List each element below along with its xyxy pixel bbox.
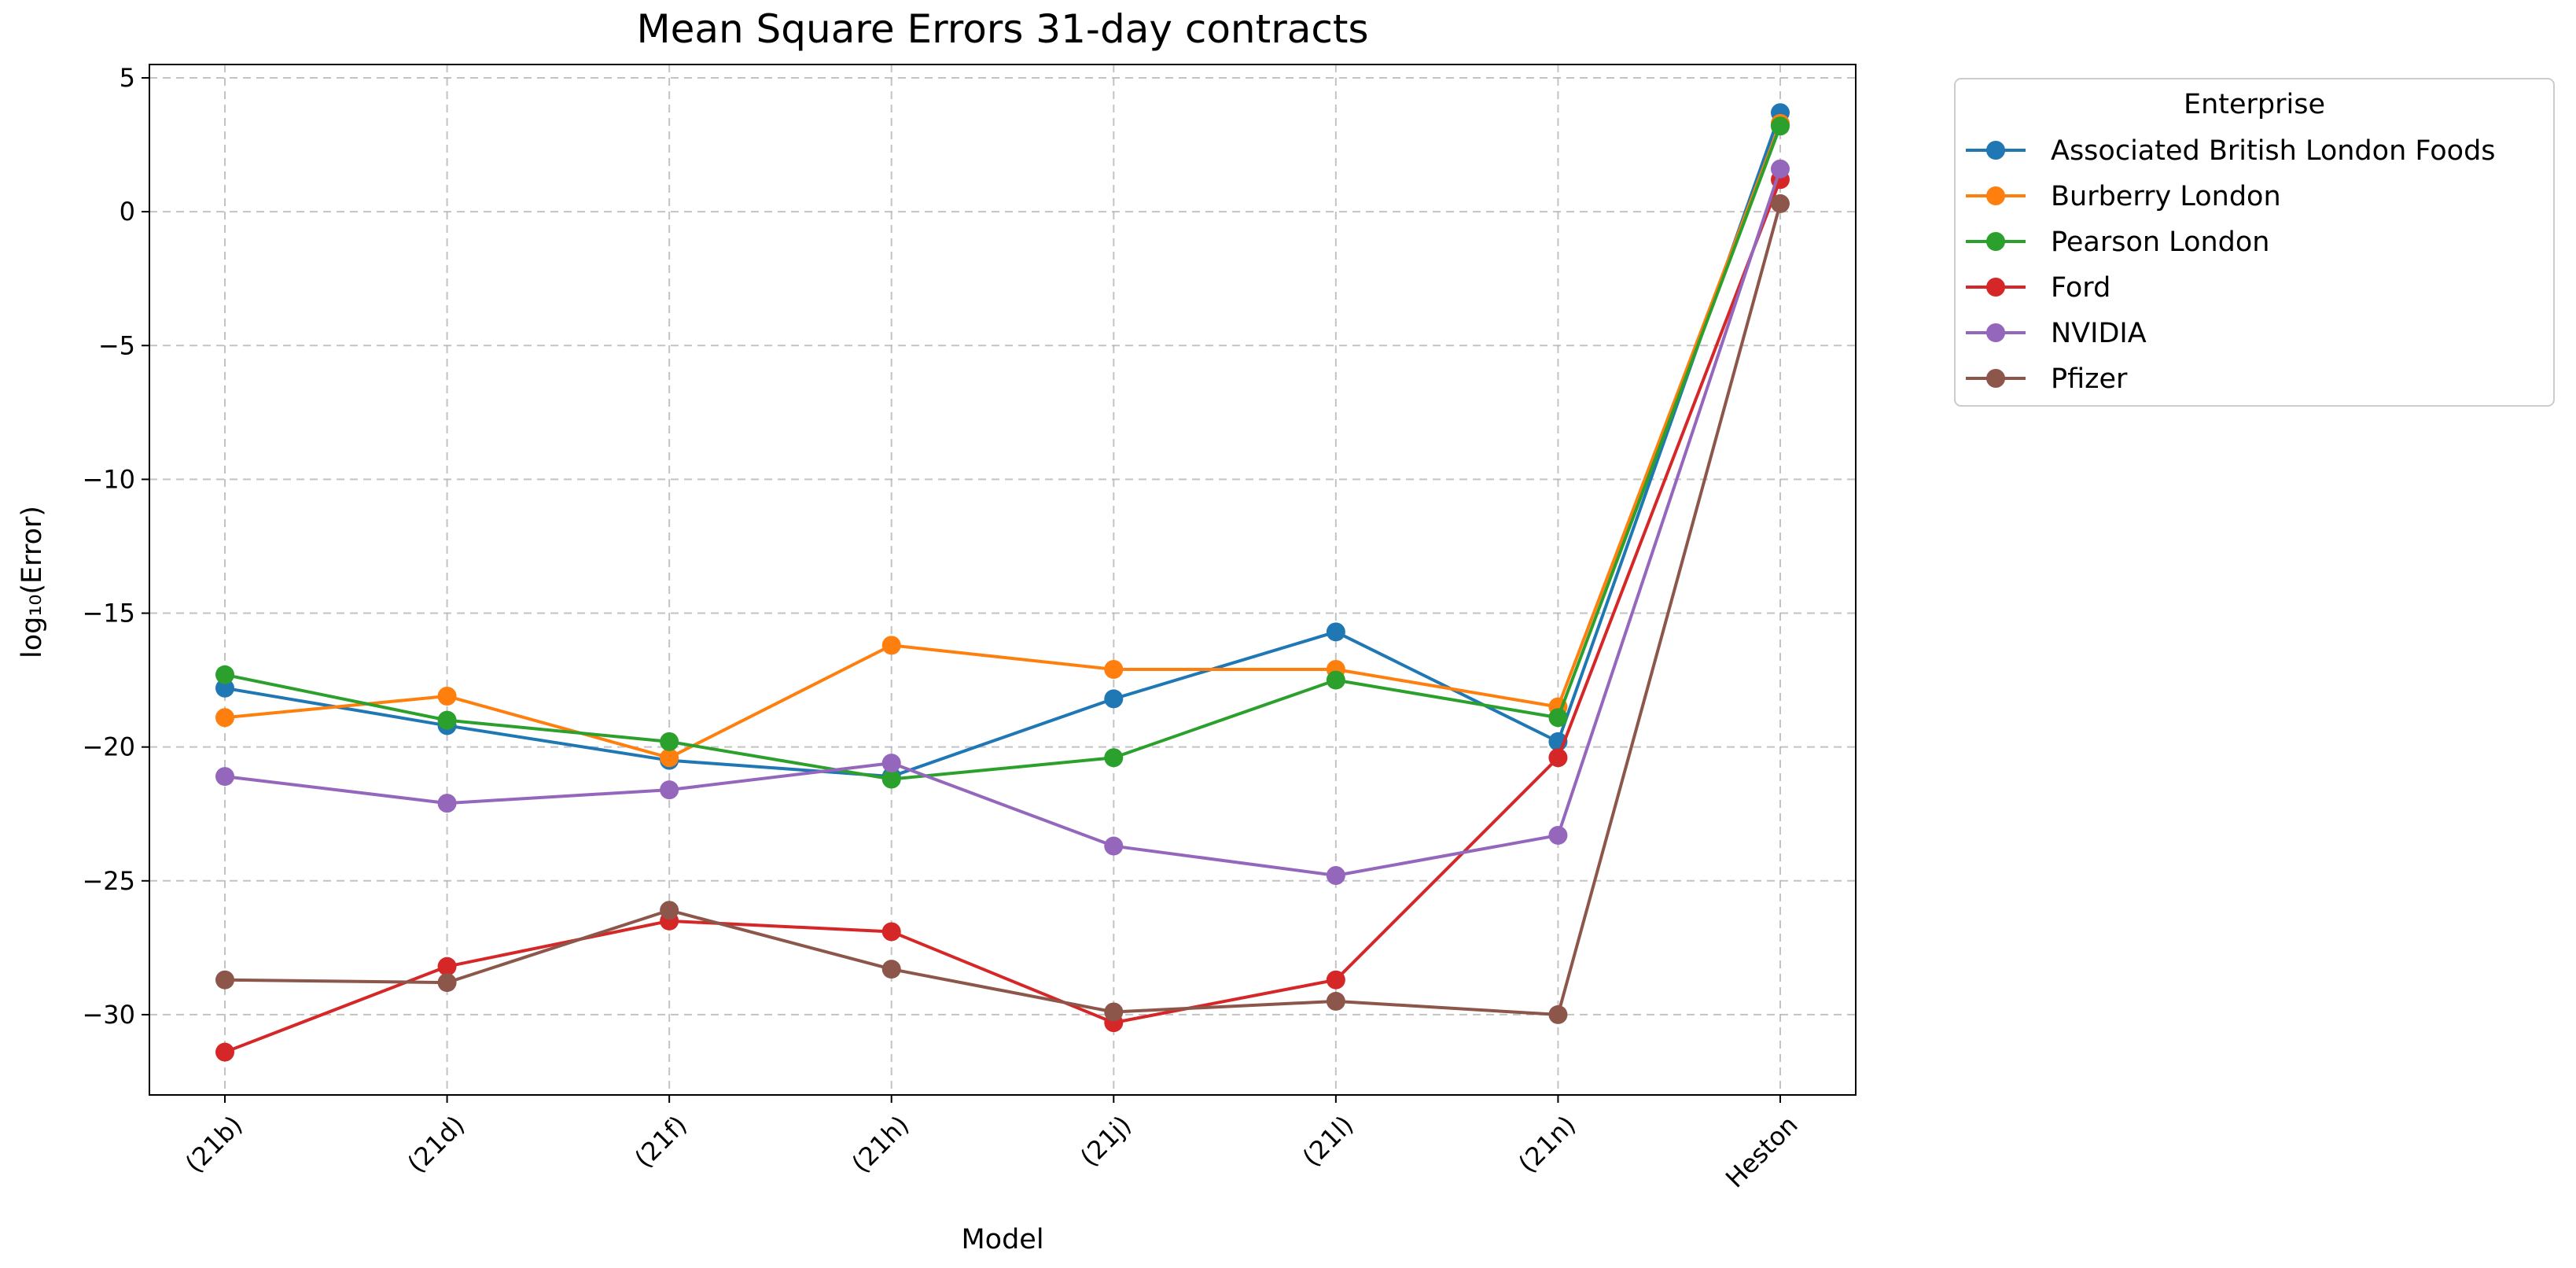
data-point bbox=[215, 678, 234, 698]
legend-marker bbox=[1986, 141, 2005, 160]
legend-entry: Pfizer bbox=[1966, 363, 2128, 395]
x-axis-label: Model bbox=[961, 1224, 1043, 1255]
data-point bbox=[1104, 1002, 1124, 1022]
data-point bbox=[215, 665, 234, 684]
series-pearson-london bbox=[215, 116, 1790, 789]
y-tick-label: −5 bbox=[98, 330, 135, 360]
data-point bbox=[1771, 159, 1790, 179]
legend-marker bbox=[1986, 232, 2005, 251]
data-point bbox=[1326, 865, 1345, 885]
y-tick-label: 0 bbox=[120, 197, 135, 227]
series-line bbox=[223, 111, 1782, 779]
series-pfizer bbox=[215, 194, 1790, 1024]
data-point bbox=[881, 754, 901, 773]
series-line bbox=[223, 201, 1782, 1016]
data-point bbox=[215, 970, 234, 990]
legend-marker bbox=[1986, 278, 2005, 297]
data-point bbox=[1326, 622, 1345, 642]
data-point bbox=[881, 960, 901, 979]
series-layer bbox=[215, 103, 1790, 1062]
data-point bbox=[437, 957, 457, 976]
data-point bbox=[1548, 1004, 1568, 1024]
data-point bbox=[1326, 970, 1345, 990]
data-point bbox=[1104, 659, 1124, 679]
legend-entry: Associated British London Foods bbox=[1966, 135, 2496, 167]
series-line bbox=[223, 178, 1782, 1054]
data-point bbox=[881, 769, 901, 789]
data-point bbox=[1326, 991, 1345, 1011]
legend-label: Associated British London Foods bbox=[2051, 135, 2496, 167]
series-line bbox=[223, 167, 1782, 877]
data-point bbox=[1104, 748, 1124, 768]
legend-label: NVIDIA bbox=[2051, 318, 2147, 349]
legend-label: Burberry London bbox=[2051, 181, 2281, 212]
y-tick-label: −30 bbox=[82, 1000, 135, 1030]
y-tick-label: −20 bbox=[82, 732, 135, 762]
data-point bbox=[660, 780, 679, 800]
legend-label: Pfizer bbox=[2051, 363, 2128, 395]
legend-entry: Ford bbox=[1966, 272, 2110, 304]
legend-label: Pearson London bbox=[2051, 227, 2269, 258]
data-point bbox=[215, 1042, 234, 1062]
data-point bbox=[881, 922, 901, 942]
plot-frame bbox=[149, 64, 1857, 1096]
data-point bbox=[437, 687, 457, 706]
data-point bbox=[1104, 836, 1124, 856]
legend-entry: NVIDIA bbox=[1966, 318, 2147, 349]
data-point bbox=[1771, 116, 1790, 136]
data-point bbox=[437, 973, 457, 993]
data-point bbox=[1771, 194, 1790, 213]
legend-title: Enterprise bbox=[2184, 89, 2325, 120]
data-point bbox=[437, 710, 457, 730]
y-tick-label: −25 bbox=[82, 866, 135, 896]
legend-entry: Pearson London bbox=[1966, 227, 2269, 258]
legend-box bbox=[1954, 78, 2555, 407]
data-point bbox=[1548, 708, 1568, 728]
legend-label: Ford bbox=[2051, 272, 2110, 304]
data-point bbox=[215, 708, 234, 728]
series-nvidia bbox=[215, 159, 1790, 885]
data-point bbox=[1548, 748, 1568, 768]
y-tick-label: −10 bbox=[82, 464, 135, 494]
y-axis-label: log₁₀(Error) bbox=[17, 506, 48, 658]
y-tick-label: 5 bbox=[120, 63, 135, 93]
chart-title: Mean Square Errors 31-day contracts bbox=[636, 6, 1368, 52]
data-point bbox=[215, 767, 234, 787]
data-point bbox=[881, 636, 901, 655]
data-point bbox=[1104, 689, 1124, 709]
legend-marker bbox=[1986, 323, 2005, 342]
series-line bbox=[223, 121, 1782, 760]
legend-entries: Associated British London Foods Burberry … bbox=[1966, 135, 2496, 395]
legend-marker bbox=[1986, 369, 2005, 388]
data-point bbox=[1326, 670, 1345, 690]
legend-marker bbox=[1986, 186, 2005, 205]
data-point bbox=[660, 732, 679, 751]
data-point bbox=[1548, 825, 1568, 845]
y-tick-label: −15 bbox=[82, 599, 135, 628]
legend: Enterprise Associated British London Foo… bbox=[1954, 78, 2555, 407]
data-point bbox=[660, 901, 679, 920]
data-point bbox=[660, 748, 679, 768]
series-line bbox=[223, 124, 1782, 781]
legend-entry: Burberry London bbox=[1966, 181, 2281, 212]
data-point bbox=[437, 794, 457, 813]
